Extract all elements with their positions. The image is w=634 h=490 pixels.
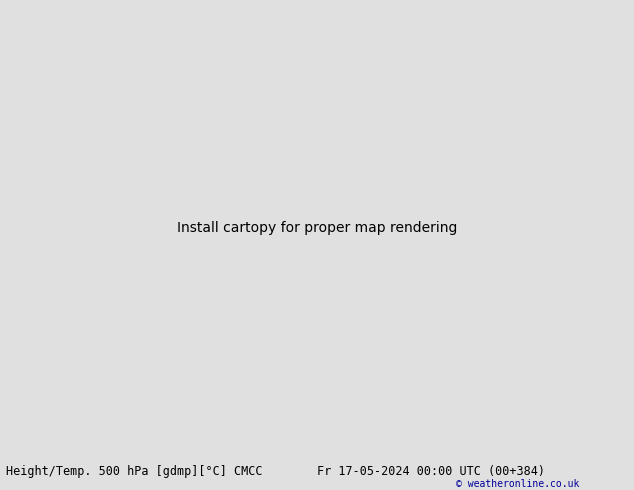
Text: Install cartopy for proper map rendering: Install cartopy for proper map rendering: [177, 221, 457, 235]
Text: Fr 17-05-2024 00:00 UTC (00+384): Fr 17-05-2024 00:00 UTC (00+384): [317, 465, 545, 478]
Text: Height/Temp. 500 hPa [gdmp][°C] CMCC: Height/Temp. 500 hPa [gdmp][°C] CMCC: [6, 465, 263, 478]
Text: © weatheronline.co.uk: © weatheronline.co.uk: [456, 479, 580, 489]
